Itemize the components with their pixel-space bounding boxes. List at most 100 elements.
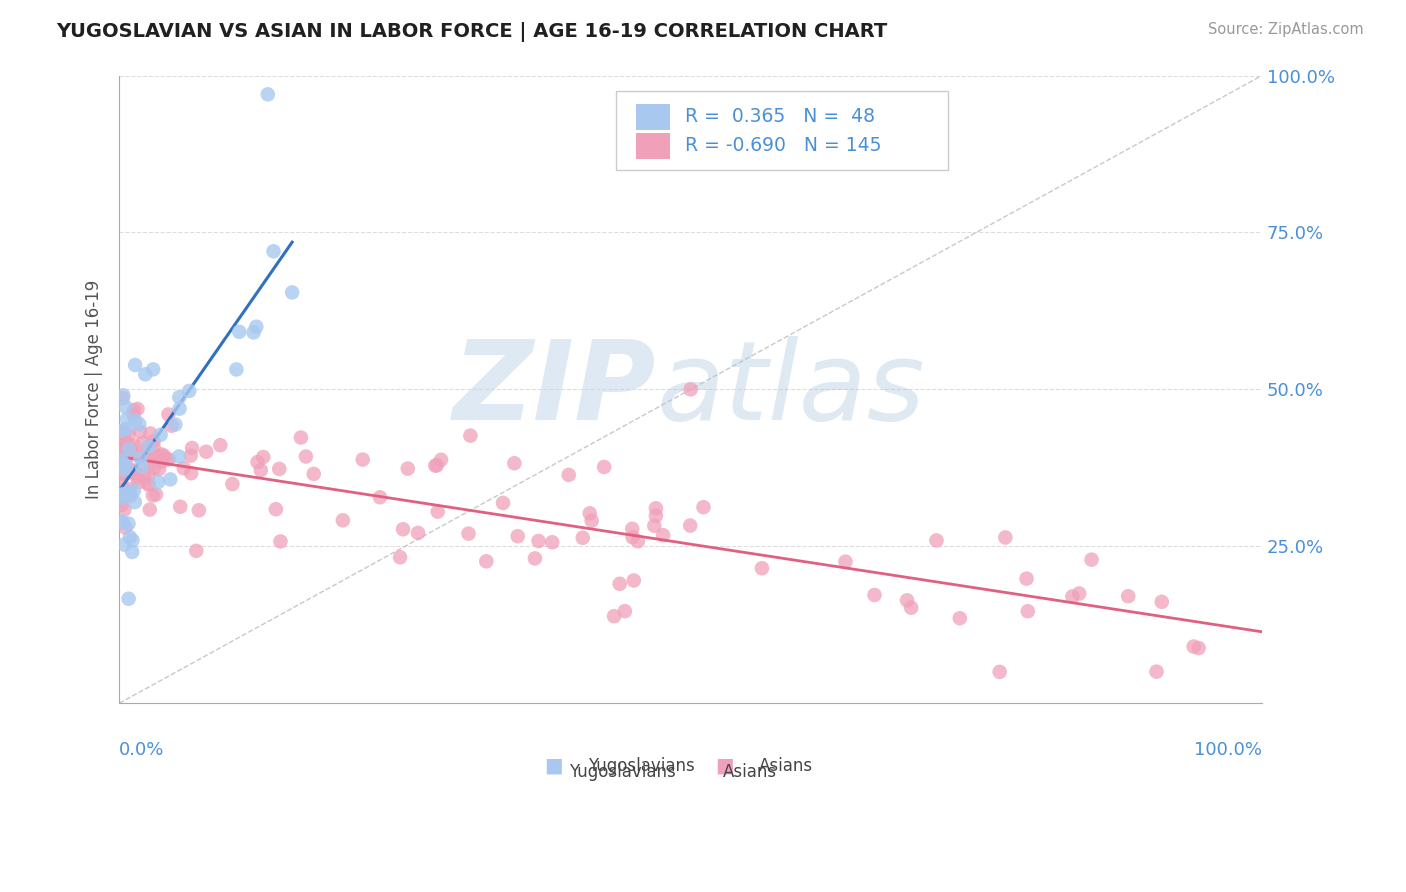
Point xyxy=(114,456,136,470)
Point xyxy=(157,452,180,467)
Point xyxy=(1017,604,1039,618)
Point xyxy=(150,447,173,461)
Point xyxy=(115,422,138,436)
Point xyxy=(120,486,142,500)
Point xyxy=(492,496,515,510)
Point xyxy=(623,574,645,588)
Point xyxy=(110,454,132,468)
Point xyxy=(118,426,141,441)
Point xyxy=(110,452,132,467)
Point xyxy=(121,533,143,548)
Point xyxy=(131,450,153,465)
Point xyxy=(169,500,191,514)
Point xyxy=(290,431,312,445)
Point xyxy=(949,611,972,625)
Point xyxy=(264,502,287,516)
Point xyxy=(115,486,138,500)
Point xyxy=(1015,572,1038,586)
Point xyxy=(503,456,526,470)
Point xyxy=(146,450,169,464)
Point xyxy=(124,495,146,509)
Point xyxy=(118,530,141,544)
Point xyxy=(117,482,139,496)
Point xyxy=(900,600,922,615)
Point xyxy=(111,392,134,406)
Point xyxy=(112,487,135,501)
Point xyxy=(426,458,449,473)
Point xyxy=(165,417,187,432)
Point xyxy=(122,408,145,422)
Point xyxy=(138,478,160,492)
Point xyxy=(114,434,136,449)
Point xyxy=(118,442,141,457)
Point xyxy=(578,506,600,520)
Point xyxy=(112,483,135,497)
Point xyxy=(110,432,132,446)
Point xyxy=(139,502,162,516)
Point xyxy=(1069,586,1091,600)
Point xyxy=(129,451,152,466)
Point xyxy=(114,502,136,516)
Point xyxy=(115,443,138,458)
Point xyxy=(352,452,374,467)
Point xyxy=(127,471,149,485)
Point xyxy=(122,438,145,452)
Point xyxy=(896,593,918,607)
Point xyxy=(269,462,291,476)
Point xyxy=(1150,595,1173,609)
Point xyxy=(117,591,139,606)
Point xyxy=(426,505,449,519)
Point xyxy=(156,452,179,467)
Point xyxy=(111,467,134,482)
Point xyxy=(142,362,165,376)
Point xyxy=(603,609,626,624)
Point xyxy=(110,498,132,512)
Text: R = -0.690   N = 145: R = -0.690 N = 145 xyxy=(685,136,882,155)
Point xyxy=(121,444,143,458)
Point xyxy=(157,408,180,422)
Point xyxy=(118,465,141,479)
Point xyxy=(124,447,146,461)
Point xyxy=(396,461,419,475)
Point xyxy=(115,412,138,426)
Point xyxy=(187,503,209,517)
Point xyxy=(1080,552,1102,566)
Point xyxy=(138,450,160,464)
Point xyxy=(122,483,145,498)
Point xyxy=(571,531,593,545)
Point xyxy=(1182,640,1205,654)
Point xyxy=(111,516,134,530)
Y-axis label: In Labor Force | Age 16-19: In Labor Force | Age 16-19 xyxy=(86,280,103,499)
Point xyxy=(138,468,160,483)
Text: Source: ZipAtlas.com: Source: ZipAtlas.com xyxy=(1208,22,1364,37)
Point xyxy=(1146,665,1168,679)
Point xyxy=(110,444,132,458)
Point xyxy=(110,472,132,486)
Text: ▪: ▪ xyxy=(543,752,564,780)
Point xyxy=(112,463,135,477)
Point xyxy=(652,528,675,542)
Point xyxy=(136,476,159,491)
Text: 100.0%: 100.0% xyxy=(1194,741,1263,759)
Point xyxy=(225,362,247,376)
Point xyxy=(136,443,159,458)
Point xyxy=(142,434,165,449)
Text: Asians: Asians xyxy=(759,757,813,775)
Point xyxy=(142,440,165,454)
Point xyxy=(834,555,856,569)
Point xyxy=(114,521,136,535)
Text: ZIP: ZIP xyxy=(453,336,657,443)
Point xyxy=(110,449,132,463)
Point xyxy=(111,466,134,480)
Point xyxy=(242,326,264,340)
Point xyxy=(173,461,195,475)
Point xyxy=(541,535,564,549)
Point xyxy=(134,368,156,382)
Point xyxy=(368,490,391,504)
Point xyxy=(114,487,136,501)
Point xyxy=(110,491,132,505)
Point xyxy=(180,449,202,463)
Point xyxy=(332,513,354,527)
Point xyxy=(302,467,325,481)
Point xyxy=(121,545,143,559)
